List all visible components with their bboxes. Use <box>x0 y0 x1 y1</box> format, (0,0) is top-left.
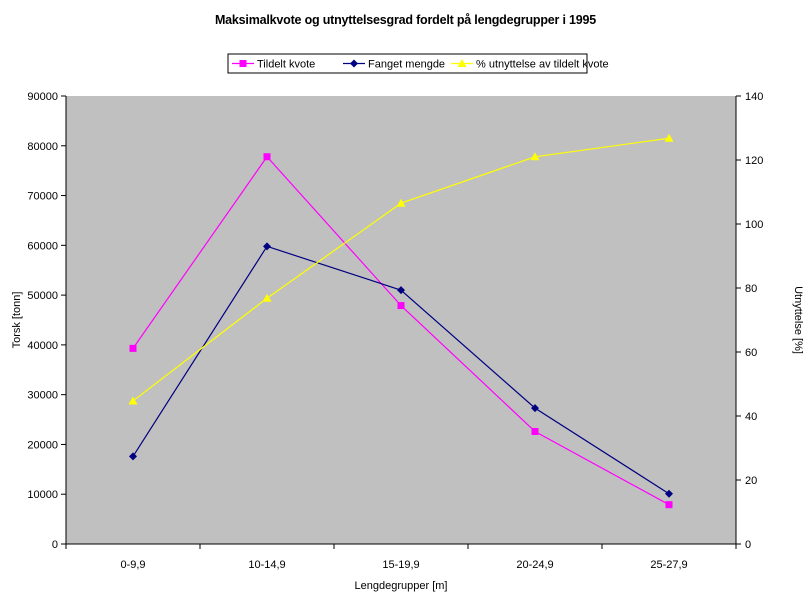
legend-box <box>227 53 588 74</box>
data-point <box>129 452 137 461</box>
y-tick-label: 20000 <box>27 439 58 451</box>
y2-tick-label: 20 <box>745 475 757 487</box>
y-tick-label: 50000 <box>27 290 58 302</box>
data-point <box>664 133 674 142</box>
y-tick-label: 10000 <box>27 489 58 501</box>
y2-tick-label: 140 <box>745 91 763 103</box>
legend-label: Fanget mengde <box>368 59 445 71</box>
data-point <box>397 302 405 310</box>
y-tick-label: 80000 <box>27 141 58 153</box>
data-point <box>263 153 271 161</box>
x-axis-label: Lengdegrupper [m] <box>355 580 448 592</box>
x-tick-label: 25-27,9 <box>650 559 687 571</box>
y2-tick-label: 120 <box>745 155 763 167</box>
data-point <box>396 198 406 207</box>
data-point <box>531 404 539 413</box>
plot-area <box>66 96 736 544</box>
data-point <box>530 152 540 161</box>
data-point <box>128 396 138 405</box>
y-tick-label: 90000 <box>27 91 58 103</box>
data-point <box>129 344 137 352</box>
data-point <box>531 428 539 436</box>
data-point <box>397 286 405 295</box>
y2-tick-label: 0 <box>745 539 751 551</box>
legend-label: Tildelt kvote <box>257 59 315 71</box>
y-tick-label: 60000 <box>27 240 58 252</box>
series-2 <box>129 242 673 498</box>
legend-marker <box>350 59 358 68</box>
x-tick-label: 20-24,9 <box>516 559 553 571</box>
legend-item: Tildelt kvote <box>232 59 315 71</box>
y-axis-label: Torsk [tonn] <box>11 292 23 349</box>
y-tick-label: 30000 <box>27 390 58 402</box>
legend-marker <box>239 60 247 67</box>
data-point <box>263 242 271 251</box>
y2-tick-label: 40 <box>745 411 757 423</box>
data-point <box>665 501 673 509</box>
series-3 <box>128 133 674 405</box>
series-1 <box>129 153 673 509</box>
y-tick-label: 0 <box>52 539 58 551</box>
legend-marker <box>457 59 467 67</box>
y-tick-label: 70000 <box>27 191 58 203</box>
legend-label: % utnyttelse av tildelt kvote <box>476 59 609 71</box>
legend: Tildelt kvote Fanget mengde % utnyttelse a… <box>227 53 609 74</box>
y-tick-label: 40000 <box>27 340 58 352</box>
y2-axis-label: Utnyttelse [%] <box>792 286 804 354</box>
y2-tick-label: 60 <box>745 347 757 359</box>
y2-tick-label: 80 <box>745 283 757 295</box>
x-tick-label: 15-19,9 <box>382 559 419 571</box>
legend-item: % utnyttelse av tildelt kvote <box>451 59 609 71</box>
data-point <box>262 293 272 302</box>
chart-title: Maksimalkvote og utnyttelsesgrad fordelt… <box>214 13 597 27</box>
y2-tick-label: 100 <box>745 219 763 231</box>
x-tick-label: 0-9,9 <box>120 559 145 571</box>
x-tick-label: 10-14,9 <box>248 559 285 571</box>
data-point <box>665 489 673 498</box>
legend-item: Fanget mengde <box>343 59 445 71</box>
